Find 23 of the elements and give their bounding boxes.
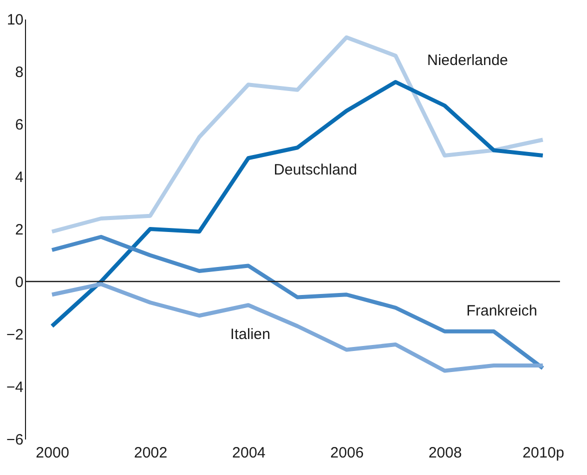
series-label: Italien — [230, 326, 270, 344]
x-tick-label: 2006 — [330, 444, 364, 462]
line-series — [50, 282, 545, 373]
series-label: Frankreich — [466, 302, 538, 320]
line-series — [50, 80, 545, 328]
line-series — [50, 234, 545, 370]
y-tick-label: −6 — [6, 432, 24, 448]
x-tick-label: 2010p — [522, 444, 564, 462]
y-tick-label: 6 — [15, 116, 24, 134]
y-tick-label: 8 — [15, 64, 24, 81]
y-tick-label: −2 — [6, 326, 24, 344]
y-tick-label: 2 — [15, 222, 24, 238]
y-tick-label: 0 — [15, 274, 24, 291]
x-tick-label: 2000 — [36, 444, 70, 462]
y-tick-label: 10 — [6, 12, 24, 28]
x-tick-label: 2002 — [134, 444, 168, 462]
line-series — [50, 35, 545, 234]
x-tick-label: 2008 — [428, 444, 462, 462]
x-tick-label: 2004 — [232, 444, 266, 462]
y-tick-label: 4 — [15, 169, 24, 186]
y-tick-label: −4 — [6, 379, 24, 396]
series-label: Deutschland — [274, 162, 358, 179]
series-label: Niederlande — [427, 52, 508, 69]
